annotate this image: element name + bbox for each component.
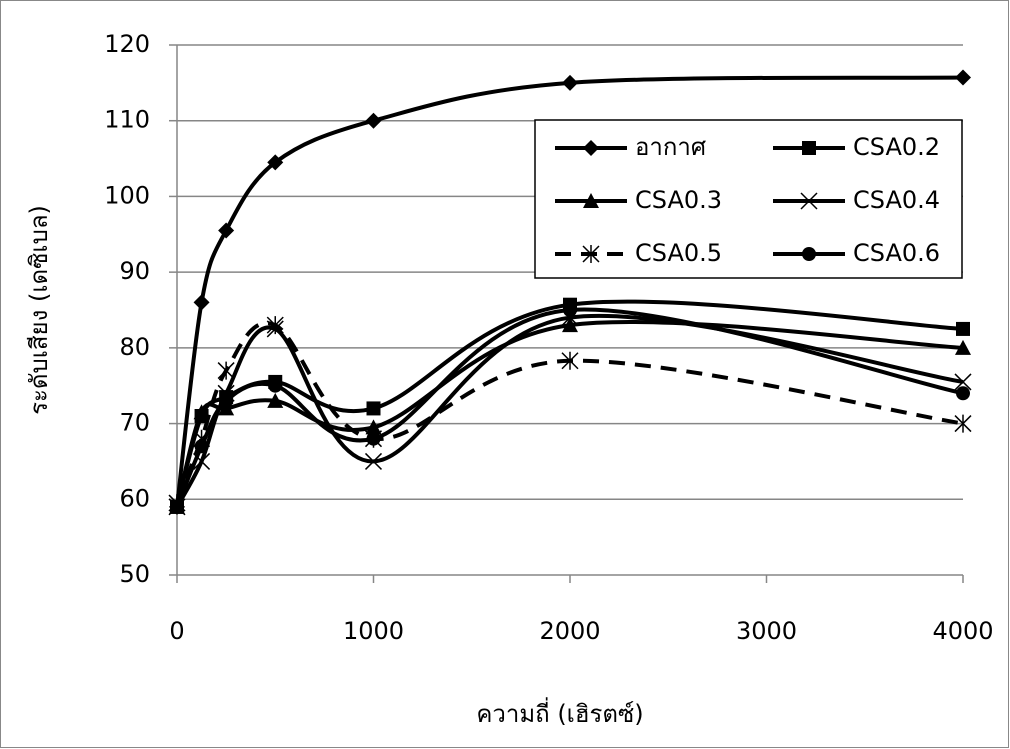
marker xyxy=(956,321,970,336)
marker xyxy=(194,439,209,454)
marker xyxy=(366,401,381,416)
marker xyxy=(365,112,382,129)
marker xyxy=(193,404,210,420)
y-tick-label: 70 xyxy=(119,409,150,437)
y-axis-label: ระดับเสียง (เดซิเบล) xyxy=(25,205,53,415)
marker xyxy=(217,361,235,380)
y-tick-label: 50 xyxy=(119,560,150,588)
marker xyxy=(267,392,284,408)
marker xyxy=(561,351,579,370)
marker xyxy=(954,373,972,391)
legend-label: CSA0.6 xyxy=(853,239,940,267)
marker xyxy=(364,452,383,470)
marker xyxy=(219,393,234,408)
marker xyxy=(365,419,382,435)
legend-label: CSA0.3 xyxy=(635,186,722,214)
marker xyxy=(802,141,816,155)
legend-label: CSA0.5 xyxy=(635,239,722,267)
marker xyxy=(266,316,284,335)
y-tick-label: 100 xyxy=(104,181,150,209)
legend-label: CSA0.2 xyxy=(853,133,940,161)
legend: อากาศ CSA0.2 CSA0.3 CSA0.4 CSA0.5 CSA0.6 xyxy=(534,119,963,279)
y-tick-label: 90 xyxy=(119,257,150,285)
series-line xyxy=(175,321,964,504)
marker xyxy=(583,140,599,156)
marker xyxy=(562,317,578,333)
y-tick-label: 60 xyxy=(119,484,150,512)
marker xyxy=(563,303,577,317)
y-tick-label: 110 xyxy=(104,106,150,134)
marker xyxy=(562,74,578,91)
marker xyxy=(954,414,972,433)
marker xyxy=(583,193,599,208)
marker xyxy=(800,192,818,210)
marker xyxy=(193,294,210,311)
legend-label: อากาศ xyxy=(635,133,706,161)
marker xyxy=(955,339,971,355)
marker xyxy=(218,400,235,416)
y-tick-label: 80 xyxy=(119,333,150,361)
x-tick-label: 4000 xyxy=(932,617,993,645)
x-tick-label: 1000 xyxy=(343,617,404,645)
legend-label: CSA0.4 xyxy=(853,186,940,214)
x-tick-label: 0 xyxy=(169,617,184,645)
marker xyxy=(956,386,970,401)
marker xyxy=(218,222,235,239)
marker xyxy=(366,431,381,446)
x-tick-label: 3000 xyxy=(736,617,797,645)
marker xyxy=(267,154,284,171)
marker xyxy=(582,245,600,263)
marker xyxy=(268,378,283,393)
marker xyxy=(955,69,971,86)
marker xyxy=(802,247,816,261)
marker xyxy=(170,499,184,514)
x-tick-label: 2000 xyxy=(539,617,600,645)
y-tick-label: 120 xyxy=(104,30,150,58)
x-axis-label: ความถี่ (เฮิรตซ์) xyxy=(476,697,643,728)
